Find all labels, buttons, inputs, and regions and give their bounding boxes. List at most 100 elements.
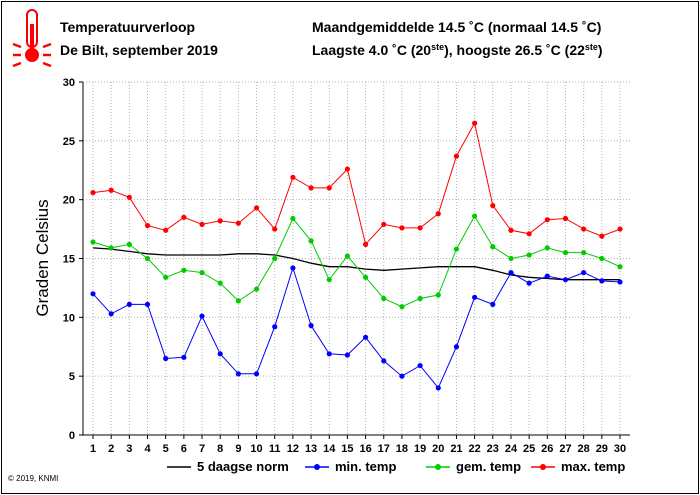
data-point-gem [581,250,587,256]
thermometer-ray [42,42,52,49]
data-point-max [126,194,132,200]
x-tick-label: 16 [359,443,371,455]
legend-label-norm: 5 daagse norm [197,459,289,474]
data-point-gem [472,213,478,219]
x-tick-label: 27 [559,443,571,455]
series-line-min [92,266,621,389]
extremes-sup2: ste [585,42,598,52]
data-point-min [490,301,496,307]
chart-title: Temperatuurverloop [60,19,195,35]
data-point-max [490,202,496,209]
x-tick-label: 9 [235,443,241,455]
data-point-max [472,120,478,126]
thermometer-bulb [25,48,39,62]
data-point-gem [617,264,623,270]
series-line-gem [92,215,621,308]
data-point-gem [544,245,550,251]
data-point-min [381,358,387,364]
series-group [90,120,623,391]
legend-label-gem: gem. temp [456,459,521,474]
y-tick-label: 10 [63,312,75,324]
x-tick-label: 18 [396,443,408,455]
y-tick-labels: 0 5 10 15 20 25 30 [63,77,83,442]
data-point-min [308,322,314,329]
data-point-min [326,351,332,357]
data-point-min [90,291,96,297]
x-tick-label: 14 [323,443,336,455]
x-tick-labels: 1 2 3 4 5 6 7 8 9 10 11 12 13 14 15 16 17 18 19 20 21 22 23 24 2… [90,435,626,455]
data-point-min [399,373,405,379]
x-tick-label: 26 [541,443,553,455]
data-point-gem [399,304,405,310]
data-point-min [144,301,151,307]
x-tick-label: 6 [181,443,187,455]
data-point-gem [490,244,496,250]
data-point-gem [290,215,296,222]
y-axis-label: Graden Celsius [33,199,52,316]
data-point-gem [453,246,460,252]
data-point-min [472,294,478,300]
thermometer-ray [42,61,52,68]
data-point-gem [344,253,351,259]
data-point-min [217,351,223,357]
data-point-max [399,225,405,231]
x-tick-label: 4 [144,443,151,455]
data-point-gem [272,255,278,262]
data-point-max [617,226,623,232]
data-point-gem [526,252,532,258]
data-point-min [199,313,205,319]
y-tick-label: 25 [63,136,75,148]
x-tick-label: 2 [108,443,114,455]
data-point-max [344,166,351,172]
data-point-gem [217,280,223,286]
legend: 5 daagse norm min. temp gem. temp max. temp [167,459,625,474]
legend-marker-gem [435,464,441,470]
monthly-average-text: Maandgemiddelde 14.5 ˚C (normaal 14.5 ˚C… [312,19,601,35]
data-point-min [417,362,423,369]
data-point-min [253,371,260,377]
data-point-gem [381,295,387,302]
data-point-min [581,270,587,276]
data-point-gem [199,270,205,276]
data-point-max [453,153,460,159]
data-point-gem [90,239,96,245]
x-tick-label: 5 [163,443,169,455]
data-point-max [435,211,441,217]
data-point-gem [163,274,169,280]
data-point-gem [308,238,314,244]
x-tick-label: 29 [596,443,608,455]
data-point-max [526,231,532,237]
data-point-min [126,301,132,307]
data-point-max [290,174,296,180]
x-tick-label: 11 [269,443,281,455]
x-tick-label: 23 [487,443,499,455]
x-tick-label: 28 [578,443,590,455]
data-point-max [308,185,314,191]
data-point-max [326,185,332,191]
data-point-gem [181,267,187,273]
data-point-max [562,215,569,222]
data-point-gem [108,245,114,251]
x-tick-label: 25 [523,443,535,455]
data-point-max [253,205,260,211]
data-point-gem [508,255,514,262]
y-tick-label: 30 [63,77,75,89]
data-point-max [381,221,387,227]
x-tick-label: 15 [341,443,353,455]
data-point-min [544,273,550,279]
data-point-min [617,279,623,285]
data-point-max [144,222,151,229]
data-point-min [526,280,532,286]
x-tick-label: 30 [614,443,626,455]
data-point-max [581,226,587,232]
data-point-gem [235,298,241,304]
data-point-max [108,187,114,193]
data-point-min [599,278,605,284]
extremes-prefix: Laagste 4.0 ˚C (20 [312,42,431,58]
data-point-max [417,225,423,231]
x-tick-label: 12 [287,443,299,455]
extremes-suffix: ) [598,42,603,58]
chart-subtitle: De Bilt, september 2019 [60,42,218,58]
data-point-gem [562,250,569,256]
